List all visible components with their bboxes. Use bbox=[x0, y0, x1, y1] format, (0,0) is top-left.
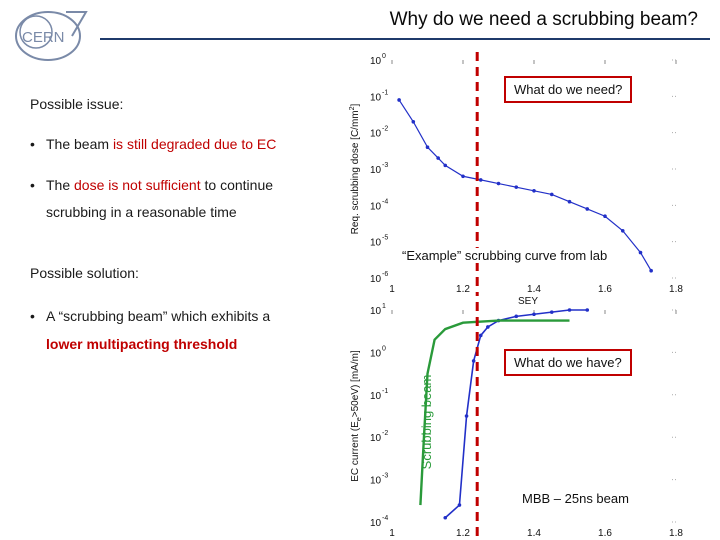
issue-bullet-2-line2: scrubbing in a reasonable time bbox=[46, 204, 237, 220]
x-tick-label: 1.4 bbox=[527, 528, 541, 539]
data-point bbox=[549, 310, 554, 314]
data-point bbox=[514, 314, 519, 319]
data-point bbox=[585, 207, 590, 211]
y-tick-label: 10 bbox=[370, 92, 382, 103]
y-axis-label: Req. scrubbing dose [C/mm2] bbox=[349, 103, 361, 234]
y-tick-exponent: -1 bbox=[382, 388, 388, 395]
possible-issue-heading: Possible issue: bbox=[30, 96, 124, 112]
x-tick-label: 1.6 bbox=[598, 284, 612, 295]
data-point bbox=[411, 119, 416, 124]
x-tick-label: 1.2 bbox=[456, 284, 470, 295]
data-point bbox=[464, 414, 469, 418]
solution-bullet-1-line2: lower multipacting threshold bbox=[46, 336, 238, 352]
y-tick-label: 10 bbox=[370, 433, 382, 444]
data-point bbox=[549, 192, 554, 197]
y-tick-label: 10 bbox=[370, 274, 382, 285]
issue-bullet-1-highlight: is still degraded due to EC bbox=[112, 136, 277, 152]
y-tick-exponent: -5 bbox=[382, 235, 388, 242]
data-point bbox=[649, 268, 653, 273]
data-point bbox=[532, 189, 536, 193]
data-point bbox=[478, 333, 483, 338]
data-point bbox=[443, 163, 448, 168]
x-tick-label: 1.8 bbox=[669, 528, 683, 539]
y-tick-label: 10 bbox=[370, 518, 382, 529]
y-tick-label: 10 bbox=[370, 129, 382, 140]
data-point bbox=[486, 325, 490, 329]
issue-bullet-2-highlight: dose is not sufficient bbox=[74, 177, 201, 193]
y-tick-exponent: 1 bbox=[382, 303, 386, 310]
y-tick-label: 10 bbox=[370, 56, 382, 67]
series-line bbox=[419, 319, 570, 506]
issue-bullet-1: • The beam is still degraded due to EC bbox=[30, 136, 276, 152]
y-tick-label: 10 bbox=[370, 476, 382, 487]
data-point bbox=[478, 178, 483, 182]
data-point bbox=[585, 308, 590, 312]
data-point bbox=[514, 185, 519, 189]
issue-bullet-1-pre: The beam bbox=[46, 136, 113, 152]
data-point bbox=[620, 228, 625, 233]
solution-bullet-1-line1: A “scrubbing beam” which exhibits a bbox=[46, 308, 271, 324]
y-tick-exponent: -4 bbox=[382, 515, 388, 522]
series-line bbox=[398, 99, 652, 272]
scrubbing-beam-label: Scrubbing beam bbox=[419, 375, 434, 470]
solution-bullet-1: • A “scrubbing beam” which exhibits a bbox=[30, 308, 270, 324]
x-tick-label: 1.6 bbox=[598, 528, 612, 539]
bullet-symbol: • bbox=[30, 177, 35, 193]
y-tick-label: 10 bbox=[370, 391, 382, 402]
x-tick-label: 1.4 bbox=[527, 284, 541, 295]
mbb-label: MBB – 25ns beam bbox=[522, 491, 629, 506]
possible-solution-heading: Possible solution: bbox=[30, 265, 139, 281]
y-tick-exponent: -2 bbox=[382, 126, 388, 133]
data-point bbox=[567, 308, 572, 312]
logo-text: CERN bbox=[22, 29, 65, 46]
data-point bbox=[496, 181, 501, 186]
bullet-symbol: • bbox=[30, 308, 35, 324]
y-tick-exponent: 0 bbox=[382, 345, 386, 352]
y-tick-exponent: -2 bbox=[382, 430, 388, 437]
issue-bullet-2-pre: The bbox=[46, 177, 75, 193]
data-point bbox=[397, 98, 401, 102]
chart-2: 10 110 010 -110 -210 -310 -41 1.2 1.4 1.6 1.8EC cu… bbox=[350, 302, 683, 540]
page-title: Why do we need a scrubbing beam? bbox=[389, 9, 698, 30]
x-tick-label: 1 bbox=[389, 284, 395, 295]
what-do-we-need-callout: What do we need? bbox=[504, 76, 633, 103]
x-tick-label: 1.2 bbox=[456, 528, 470, 539]
data-point bbox=[461, 174, 465, 179]
x-axis-label: SEY bbox=[518, 296, 538, 307]
y-tick-label: 10 bbox=[370, 348, 382, 359]
x-tick-label: 1 bbox=[389, 528, 395, 539]
y-tick-exponent: 0 bbox=[382, 53, 386, 60]
cern-logo: CERN bbox=[15, 11, 88, 61]
y-tick-label: 10 bbox=[370, 165, 382, 176]
issue-bullet-2-post: to continue bbox=[200, 177, 274, 193]
data-point bbox=[457, 503, 462, 507]
series-line bbox=[444, 309, 588, 519]
what-do-we-have-callout: What do we have? bbox=[504, 349, 632, 376]
data-point bbox=[425, 145, 430, 149]
data-point bbox=[603, 214, 607, 219]
y-axis-label: EC current (Ee>50eV) [mA/m] bbox=[350, 350, 363, 482]
data-point bbox=[443, 515, 448, 520]
data-point bbox=[567, 199, 572, 204]
data-point bbox=[471, 359, 476, 363]
y-tick-exponent: -4 bbox=[382, 198, 388, 205]
example-caption: “Example” scrubbing curve from lab bbox=[402, 248, 608, 263]
x-tick-label: 1.8 bbox=[669, 284, 683, 295]
data-point bbox=[638, 250, 643, 255]
y-tick-exponent: -3 bbox=[382, 473, 388, 480]
y-tick-exponent: -1 bbox=[382, 89, 388, 96]
data-point bbox=[532, 312, 536, 317]
y-tick-label: 10 bbox=[370, 238, 382, 249]
y-tick-label: 10 bbox=[370, 201, 382, 212]
issue-bullet-2: • The dose is not sufficient to continue bbox=[30, 177, 273, 193]
y-tick-exponent: -6 bbox=[382, 271, 388, 278]
title-divider bbox=[100, 38, 710, 40]
data-point bbox=[436, 156, 440, 160]
bullet-symbol: • bbox=[30, 136, 35, 152]
y-tick-exponent: -3 bbox=[382, 162, 388, 169]
y-tick-label: 10 bbox=[370, 306, 382, 317]
